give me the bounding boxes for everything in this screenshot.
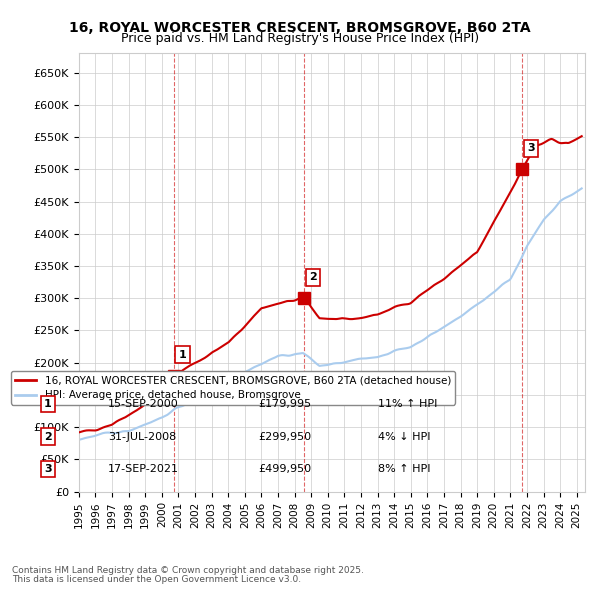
Text: This data is licensed under the Open Government Licence v3.0.: This data is licensed under the Open Gov… <box>12 575 301 584</box>
Text: 2: 2 <box>309 272 317 282</box>
Text: Price paid vs. HM Land Registry's House Price Index (HPI): Price paid vs. HM Land Registry's House … <box>121 32 479 45</box>
Text: 16, ROYAL WORCESTER CRESCENT, BROMSGROVE, B60 2TA: 16, ROYAL WORCESTER CRESCENT, BROMSGROVE… <box>69 21 531 35</box>
Text: 3: 3 <box>527 143 535 153</box>
Text: £179,995: £179,995 <box>258 399 311 409</box>
Text: 31-JUL-2008: 31-JUL-2008 <box>108 432 176 441</box>
Text: Contains HM Land Registry data © Crown copyright and database right 2025.: Contains HM Land Registry data © Crown c… <box>12 566 364 575</box>
Text: 15-SEP-2000: 15-SEP-2000 <box>108 399 179 409</box>
Legend: 16, ROYAL WORCESTER CRESCENT, BROMSGROVE, B60 2TA (detached house), HPI: Average: 16, ROYAL WORCESTER CRESCENT, BROMSGROVE… <box>11 371 455 405</box>
Text: 1: 1 <box>179 349 186 359</box>
Text: 8% ↑ HPI: 8% ↑ HPI <box>378 464 431 474</box>
Text: 1: 1 <box>44 399 52 409</box>
Text: £299,950: £299,950 <box>258 432 311 441</box>
Text: 4% ↓ HPI: 4% ↓ HPI <box>378 432 431 441</box>
Text: 2: 2 <box>44 432 52 441</box>
Text: 3: 3 <box>44 464 52 474</box>
Text: 17-SEP-2021: 17-SEP-2021 <box>108 464 179 474</box>
Text: 11% ↑ HPI: 11% ↑ HPI <box>378 399 437 409</box>
Text: £499,950: £499,950 <box>258 464 311 474</box>
